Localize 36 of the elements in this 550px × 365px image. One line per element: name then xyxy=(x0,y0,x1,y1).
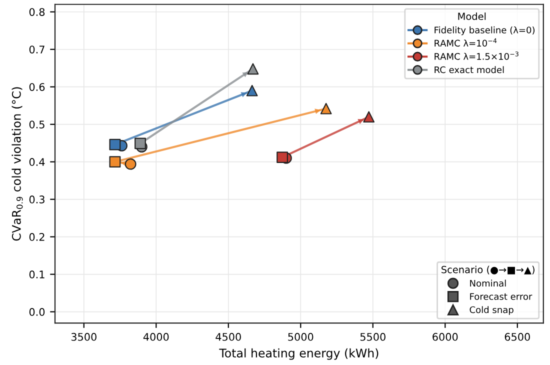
legend-label: Fidelity baseline (λ=0) xyxy=(434,26,534,36)
point xyxy=(276,152,288,164)
y-tick-label: 0.2 xyxy=(29,233,44,241)
y-axis-title: CVaR$_{0.9}$ cold violation (°C) xyxy=(12,87,23,241)
x-tick-label: 6000 xyxy=(432,332,458,341)
x-tick-label: 6500 xyxy=(504,332,530,341)
legend-title: Model xyxy=(458,12,486,20)
y-tick-label: 0.7 xyxy=(29,46,44,54)
point xyxy=(109,138,121,150)
x-tick-label: 4000 xyxy=(143,332,169,341)
y-tick-label: 0.0 xyxy=(29,308,45,316)
point xyxy=(124,158,136,170)
y-tick-label: 0.6 xyxy=(29,83,45,91)
annotation: Cold snap xyxy=(470,306,514,315)
y-tick-label: 0.5 xyxy=(29,120,44,128)
annotation: Scenario (●→■→▲) xyxy=(442,266,534,274)
x-tick-label: 4500 xyxy=(216,332,241,341)
y-tick-label: 0.1 xyxy=(29,270,44,278)
point xyxy=(109,156,121,168)
point xyxy=(363,111,375,123)
y-tick-label: 0.3 xyxy=(29,196,44,204)
legend-label: RC exact model xyxy=(434,66,504,74)
x-axis-title: Total heating energy (kWh) xyxy=(219,348,378,360)
y-tick-label: 0.4 xyxy=(29,158,45,166)
x-tick-label: 3500 xyxy=(71,332,96,341)
y-tick-label: 0.8 xyxy=(29,8,45,16)
annotation: Forecast error xyxy=(470,293,532,300)
point xyxy=(320,102,332,114)
x-tick-label: 5000 xyxy=(288,332,314,341)
legend-label: RAMC λ=10$^{−4}$ xyxy=(434,38,497,47)
point xyxy=(134,138,146,150)
point xyxy=(247,63,259,75)
x-tick-label: 5500 xyxy=(360,332,386,341)
point xyxy=(246,84,258,96)
annotation: Nominal xyxy=(470,280,506,287)
legend-label: RAMC λ=1.5×10$^{−3}$ xyxy=(434,52,518,60)
